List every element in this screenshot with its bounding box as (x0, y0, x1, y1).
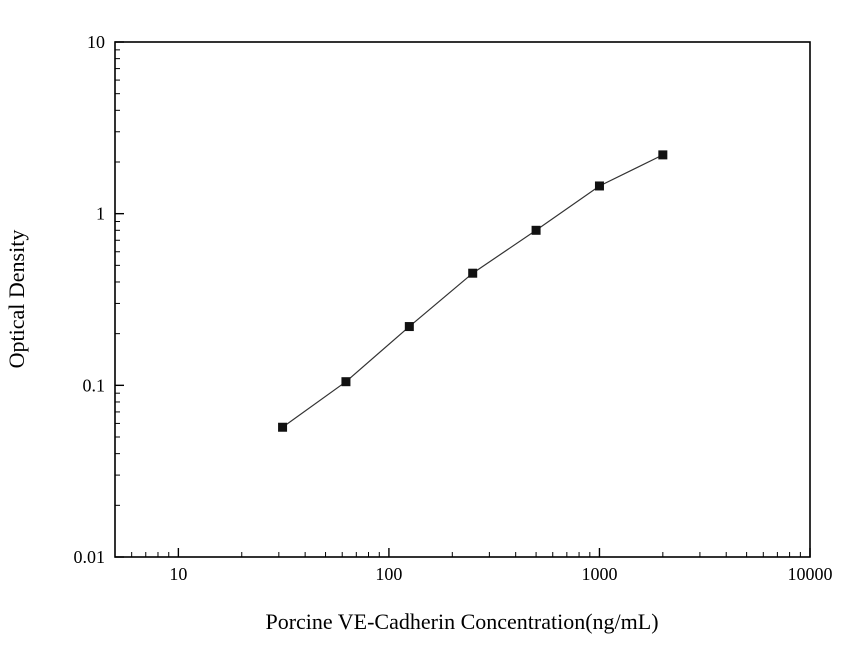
data-point-marker (341, 377, 351, 387)
x-axis-title: Porcine VE-Cadherin Concentration(ng/mL) (265, 609, 658, 634)
data-point-marker (468, 268, 478, 278)
data-point-marker (531, 225, 541, 235)
y-tick-label: 0.01 (74, 547, 106, 567)
data-point-marker (658, 150, 668, 160)
y-axis-title: Optical Density (4, 230, 29, 369)
tick-labels: 10 100 1000 10000 0.01 0.1 1 10 (74, 32, 833, 584)
data-point-marker (594, 181, 604, 191)
x-tick-label: 100 (375, 564, 402, 584)
y-tick-label: 1 (96, 204, 105, 224)
x-tick-label: 1000 (581, 564, 617, 584)
x-tick-label: 10000 (788, 564, 833, 584)
y-tick-label: 10 (87, 32, 105, 52)
data-point-marker (278, 422, 288, 432)
axes (114, 41, 811, 558)
x-tick-label: 10 (169, 564, 187, 584)
data-point-marker (404, 322, 414, 332)
data-line (282, 154, 664, 428)
y-tick-label: 0.1 (83, 375, 106, 395)
series-layer (278, 150, 668, 432)
